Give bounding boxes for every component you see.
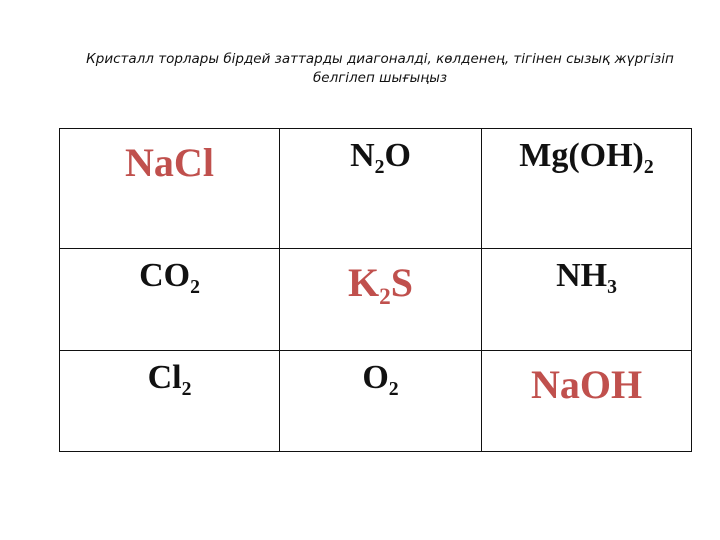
grid-cell[interactable]: NaCl — [59, 128, 280, 249]
formula-base: K — [348, 260, 380, 305]
formula-subscript: 3 — [607, 275, 617, 298]
formula-base: CO — [139, 257, 191, 294]
grid-row: NaCl N2O Mg(OH)2 — [59, 128, 692, 249]
formula-subscript: 2 — [374, 155, 385, 178]
chemical-formula: CO2 — [139, 257, 200, 299]
chemical-formula: NaOH — [531, 361, 642, 408]
formula-base: Cl — [147, 359, 182, 396]
formula-subscript: 2 — [181, 377, 192, 400]
grid-row: CO2 K2S NH3 — [59, 248, 692, 351]
grid-cell[interactable]: O2 — [279, 350, 482, 452]
chemical-formula: Mg(OH)2 — [519, 137, 654, 179]
grid-cell[interactable]: NaOH — [481, 350, 692, 452]
formula-base: N — [350, 137, 375, 174]
formula-tail: O — [384, 137, 411, 174]
grid-cell[interactable]: CO2 — [59, 248, 280, 351]
formula-grid: NaCl N2O Mg(OH)2 CO2 K2S NH3 Cl2 O2 NaOH — [59, 128, 692, 452]
formula-subscript: 2 — [190, 275, 200, 298]
formula-base: NaCl — [125, 140, 214, 185]
grid-cell[interactable]: NH3 — [481, 248, 692, 351]
formula-base: NH — [556, 257, 608, 294]
chemical-formula: Cl2 — [148, 359, 192, 401]
formula-base: Mg(OH) — [519, 137, 644, 174]
chemical-formula: NH3 — [556, 257, 617, 299]
formula-subscript: 2 — [643, 155, 654, 178]
formula-base: O — [362, 359, 389, 396]
grid-cell[interactable]: K2S — [279, 248, 482, 351]
instruction-text: Кристалл торлары бірдей заттарды диагона… — [86, 51, 674, 86]
grid-cell[interactable]: N2O — [279, 128, 482, 249]
formula-subscript: 2 — [379, 284, 391, 311]
formula-base: NaOH — [530, 362, 643, 407]
grid-cell[interactable]: Cl2 — [59, 350, 280, 452]
chemical-formula: K2S — [348, 259, 413, 311]
chemical-formula: N2O — [350, 137, 411, 179]
chemical-formula: NaCl — [125, 139, 214, 186]
grid-row: Cl2 O2 NaOH — [59, 350, 692, 452]
formula-subscript: 2 — [388, 377, 399, 400]
formula-tail: S — [390, 260, 413, 305]
chemical-formula: O2 — [362, 359, 398, 401]
grid-cell[interactable]: Mg(OH)2 — [481, 128, 692, 249]
